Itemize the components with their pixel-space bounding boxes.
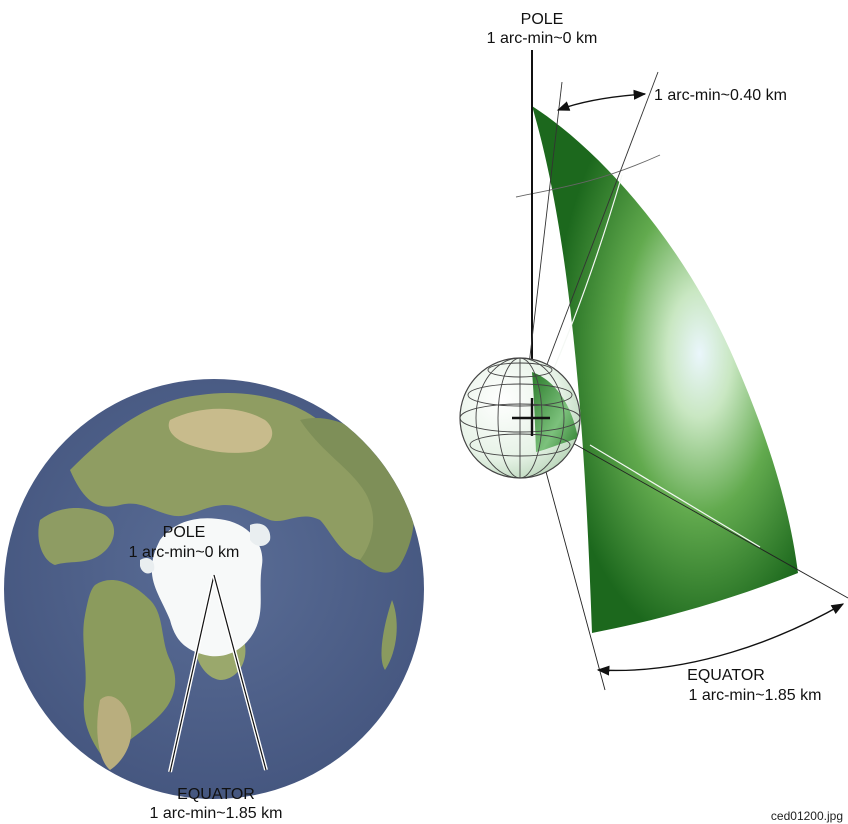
equator-boundary-right bbox=[531, 419, 848, 599]
earth-equator-title: EQUATOR bbox=[177, 786, 255, 803]
gore-segment bbox=[532, 106, 798, 633]
gore-pole-title: POLE bbox=[521, 11, 564, 28]
image-filename: ced01200.jpg bbox=[771, 809, 843, 823]
landmass-japan bbox=[381, 600, 397, 670]
landmass-desert bbox=[168, 408, 273, 453]
arctic-ice-cap bbox=[151, 518, 263, 657]
small-globe bbox=[459, 357, 581, 479]
earth-pole-title: POLE bbox=[163, 524, 206, 541]
earth-landmasses bbox=[38, 393, 415, 770]
mid-latitude-arrow bbox=[556, 89, 647, 111]
earth-equator-value: 1 arc-min~1.85 km bbox=[150, 805, 283, 822]
equator-arrow bbox=[596, 603, 845, 676]
gore-equator-value: 1 arc-min~1.85 km bbox=[689, 687, 822, 704]
earth-polar-view: POLE 1 arc-min~0 km EQUATOR 1 arc-min~1.… bbox=[4, 379, 424, 822]
landmass-europe bbox=[38, 508, 115, 565]
earth-meridian-line-b-core bbox=[213, 574, 267, 771]
gore-equator-title: EQUATOR bbox=[687, 667, 765, 684]
gore-diagram: POLE 1 arc-min~0 km 1 arc-min~0.40 km EQ… bbox=[459, 11, 848, 704]
gore-pole-value: 1 arc-min~0 km bbox=[487, 30, 598, 47]
globe-gore-fill bbox=[532, 372, 578, 452]
gore-mid-label: 1 arc-min~0.40 km bbox=[654, 87, 787, 104]
earth-meridian-line-a-core bbox=[169, 574, 215, 773]
landmass-america-south bbox=[97, 696, 132, 770]
gore-latitude-line bbox=[589, 444, 761, 548]
earth-pole-value: 1 arc-min~0 km bbox=[129, 544, 240, 561]
arctic-ice-floes bbox=[140, 523, 271, 574]
